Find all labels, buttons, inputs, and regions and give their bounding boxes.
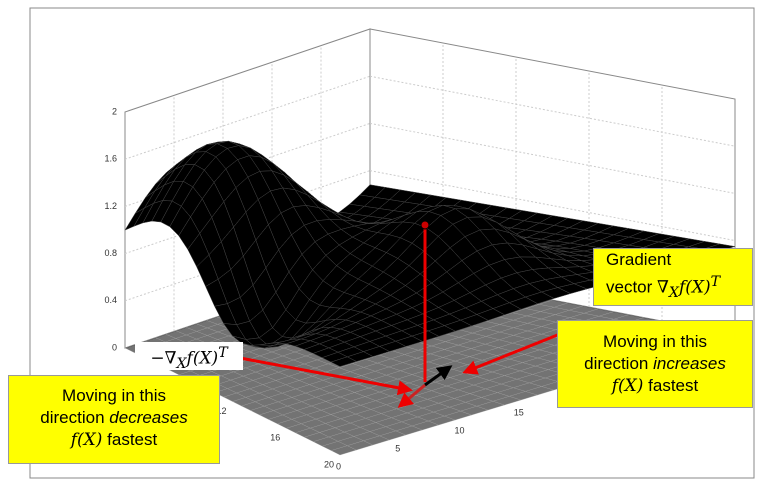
- text: Moving in this: [603, 332, 707, 351]
- wall-grid: [369, 170, 736, 242]
- wall-grid: [369, 75, 736, 147]
- z-tick-label: 1.2: [104, 201, 117, 211]
- x-tick-label: 16: [270, 433, 280, 443]
- ascent-arrow: [424, 365, 453, 387]
- superscript: T: [218, 345, 228, 361]
- z-tick-label: 0.4: [104, 295, 117, 305]
- text: fastest: [648, 376, 699, 395]
- z-tick-label: 0: [112, 342, 117, 352]
- sign: −: [150, 348, 165, 369]
- emphasis: decreases: [109, 408, 188, 427]
- point: [420, 220, 430, 230]
- text: fastest: [107, 430, 158, 449]
- wall-grid: [369, 122, 736, 194]
- y-tick-label: 5: [395, 443, 400, 453]
- descent-arrow: [397, 383, 426, 408]
- x-tick-label: 20: [324, 459, 334, 469]
- emphasis: increases: [653, 354, 726, 373]
- wall-grid: [124, 75, 371, 160]
- function: f(X): [611, 376, 644, 396]
- text: Gradient: [606, 250, 672, 269]
- y-tick-label: 10: [455, 425, 465, 435]
- surface-cell: [330, 356, 358, 367]
- y-tick-label: 15: [514, 407, 524, 417]
- text: vector: [606, 277, 653, 297]
- symbol: ∇: [657, 277, 669, 298]
- text: Moving in this: [62, 386, 166, 405]
- z-tick-label: 2: [112, 106, 117, 116]
- negative-gradient-label: −∇Xf(X)T: [135, 342, 243, 373]
- subscript: X: [176, 356, 187, 373]
- function: f(X): [678, 277, 711, 298]
- function: f(X): [186, 348, 219, 369]
- z-tick-label: 0.8: [104, 248, 117, 258]
- decrease-box: Moving in this direction decreases f(X) …: [8, 375, 220, 464]
- text: direction: [40, 408, 105, 427]
- superscript: T: [710, 274, 721, 290]
- gradient-box: Gradient vector ∇Xf(X)T: [593, 248, 753, 306]
- increase-box: Moving in this direction increases f(X) …: [557, 320, 753, 408]
- z-tick-label: 1.6: [104, 154, 117, 164]
- x-tick-label: 12: [216, 406, 226, 416]
- symbol: ∇: [164, 348, 177, 369]
- y-tick-label: 0: [336, 461, 341, 471]
- function: f(X): [70, 430, 103, 450]
- label-arrow: [239, 356, 413, 396]
- text: direction: [584, 354, 649, 373]
- subscript: X: [668, 285, 679, 302]
